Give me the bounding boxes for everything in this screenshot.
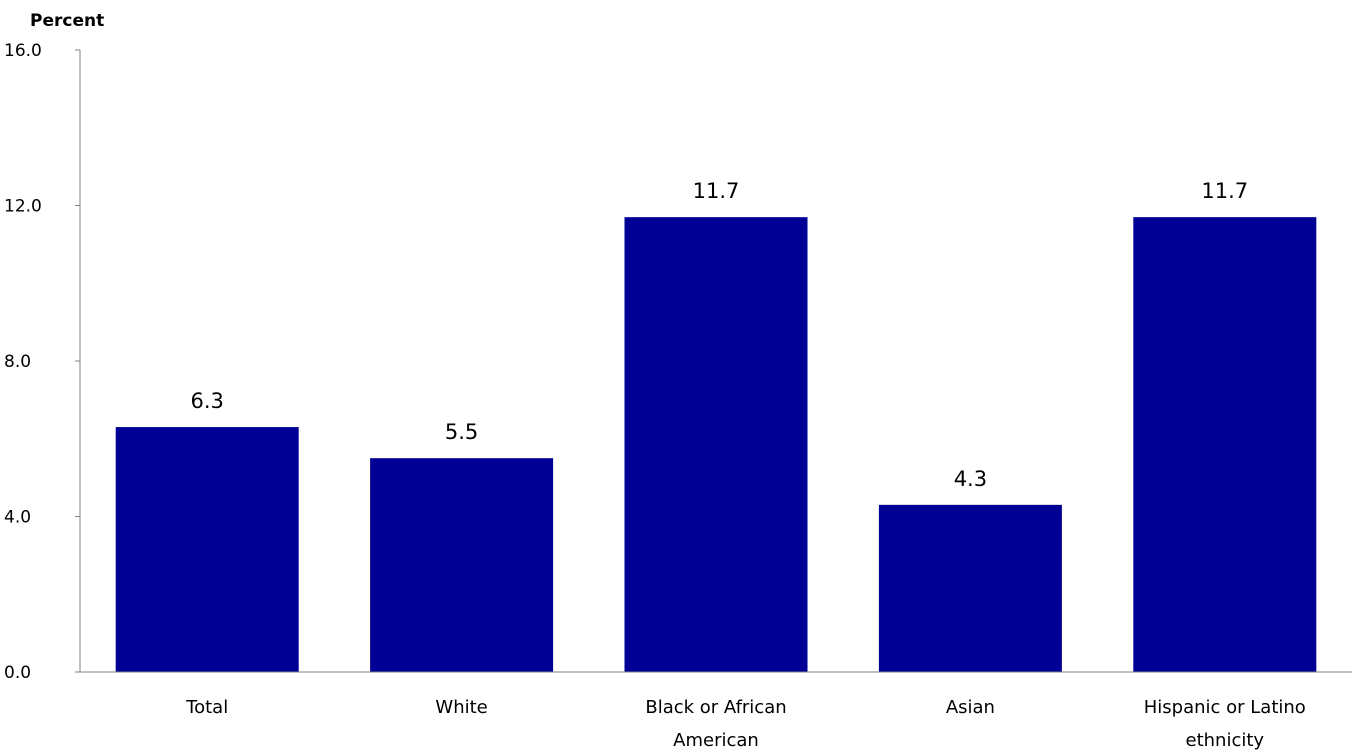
bar bbox=[624, 217, 808, 672]
y-tick-label: 0.0 bbox=[4, 663, 31, 683]
data-label: 4.3 bbox=[954, 467, 987, 491]
y-tick-label: 16.0 bbox=[4, 41, 42, 61]
x-tick-label: Total bbox=[185, 697, 228, 718]
data-label: 5.5 bbox=[445, 420, 478, 444]
x-tick-label: Asian bbox=[946, 697, 995, 718]
bar bbox=[1133, 217, 1317, 672]
x-tick-label: American bbox=[673, 730, 759, 750]
y-tick-label: 8.0 bbox=[4, 352, 31, 372]
y-tick-label: 4.0 bbox=[4, 508, 31, 528]
data-label: 11.7 bbox=[1201, 179, 1248, 203]
bars bbox=[115, 217, 1317, 672]
x-tick-label: Black or African bbox=[645, 697, 786, 718]
data-label: 6.3 bbox=[190, 389, 223, 413]
y-axis-title: Percent bbox=[30, 11, 104, 31]
bar bbox=[115, 427, 299, 672]
x-tick-label: White bbox=[435, 697, 487, 718]
value-labels: 6.3 5.5 11.7 4.3 11.7 bbox=[190, 179, 1248, 491]
bar bbox=[878, 504, 1062, 672]
y-tick-label: 12.0 bbox=[4, 197, 42, 217]
x-tick-label: ethnicity bbox=[1186, 730, 1265, 750]
y-axis-ticks: 0.0 4.0 8.0 12.0 16.0 bbox=[4, 41, 80, 683]
bar bbox=[370, 458, 554, 672]
x-axis-labels: Total White Black or African American Asian H… bbox=[185, 697, 1306, 750]
data-label: 11.7 bbox=[693, 179, 740, 203]
x-tick-label: Hispanic or Latino bbox=[1144, 697, 1306, 718]
